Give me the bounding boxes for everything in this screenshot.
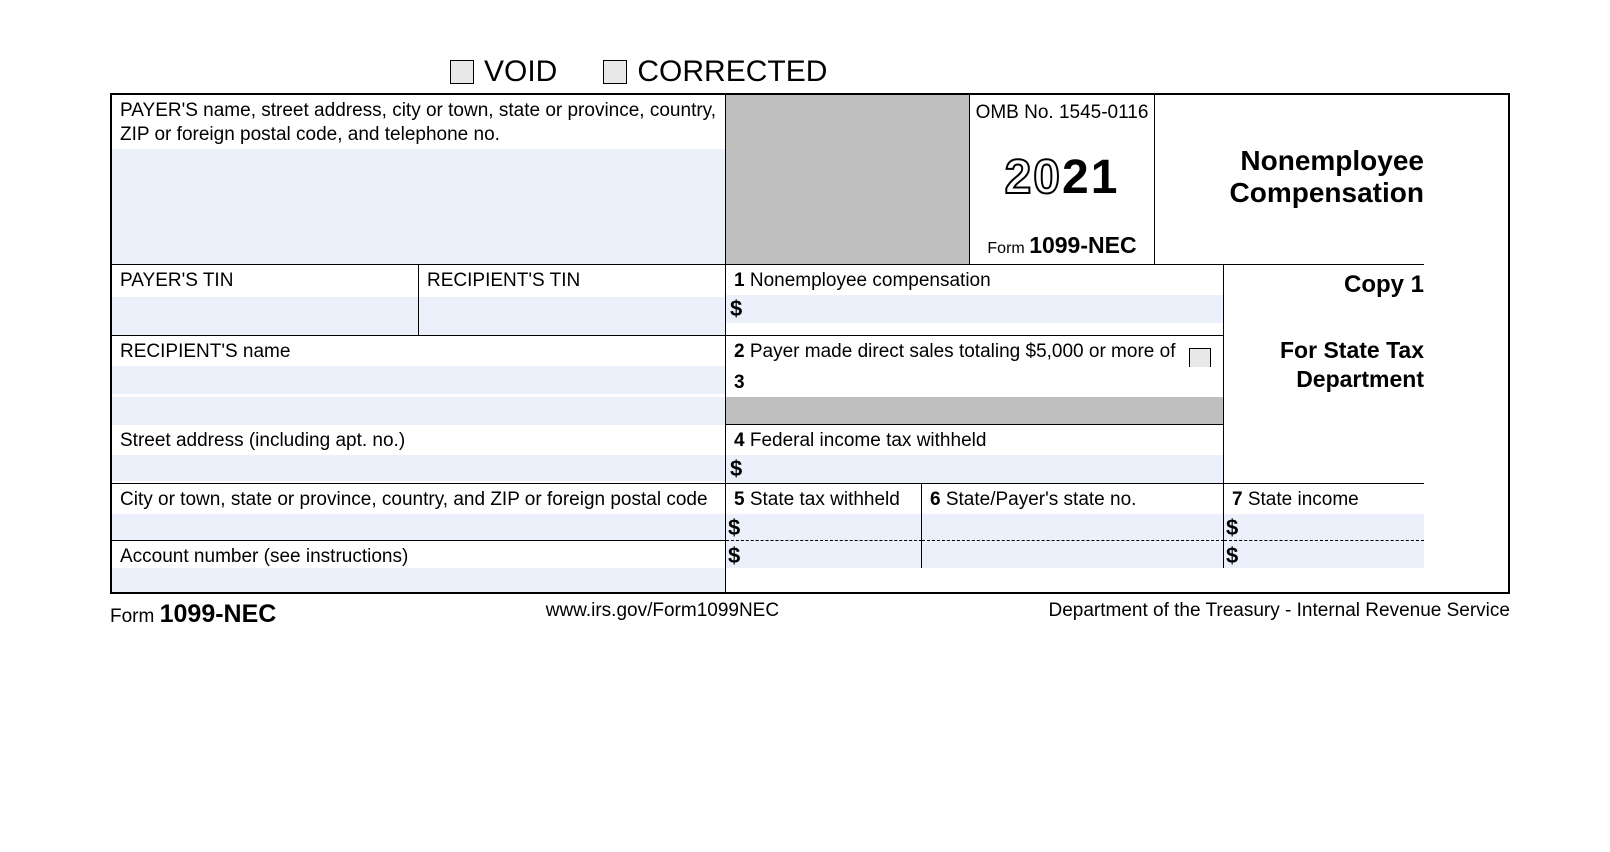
footer-form-name: Form 1099-NEC (110, 600, 276, 629)
box7-head: 7 State income (1224, 484, 1424, 514)
row-tin: PAYER'S TIN RECIPIENT'S TIN 1 Nonemploye… (112, 265, 1508, 336)
city-fill[interactable] (112, 514, 726, 541)
box7-num: 7 (1232, 489, 1243, 510)
box6-label: State/Payer's state no. (941, 489, 1137, 510)
year-outline: 20 (1005, 148, 1062, 208)
box7-dollar2[interactable]: $ (1224, 541, 1424, 568)
account-label-cell: Account number (see instructions) (112, 541, 726, 569)
footer-url: www.irs.gov/Form1099NEC (546, 600, 779, 622)
form-1099-nec-page: VOID CORRECTED PAYER'S name, street addr… (0, 0, 1610, 852)
box4-label: Federal income tax withheld (745, 430, 987, 451)
box6-head: 6 State/Payer's state no. (922, 484, 1224, 514)
copy-spacer-1 (1224, 395, 1424, 425)
box1-num: 1 (734, 270, 745, 291)
copy-title: Copy 1 (1232, 269, 1424, 300)
form-title-cell: Nonemployee Compensation (1155, 95, 1424, 265)
corrected-label: CORRECTED (637, 55, 827, 89)
box6-num: 6 (930, 489, 941, 510)
box5-num: 5 (734, 489, 745, 510)
corrected-checkbox[interactable] (603, 60, 627, 84)
box5-label: State tax withheld (745, 489, 900, 510)
box1-label: Nonemployee compensation (745, 270, 991, 291)
box5-dollar2[interactable]: $ (726, 541, 922, 568)
form-name: 1099-NEC (1029, 232, 1136, 258)
box7-dollar1[interactable]: $ (1224, 514, 1424, 541)
box5-dollar1[interactable]: $ (726, 514, 922, 541)
box3-num: 3 (734, 372, 745, 393)
box5-head: 5 State tax withheld (726, 484, 922, 514)
row-header: PAYER'S name, street address, city or to… (112, 95, 1508, 265)
row-city-box567-head: City or town, state or province, country… (112, 484, 1508, 514)
top-check-row: VOID CORRECTED (110, 55, 1510, 89)
row-account-head: Account number (see instructions) $ $ (112, 541, 1508, 569)
void-checkbox[interactable] (450, 60, 474, 84)
row-account-fill (112, 568, 1508, 592)
box2-num: 2 (734, 341, 745, 362)
recipient-tin-label: RECIPIENT'S TIN (427, 269, 717, 293)
recipient-tin-cell[interactable]: RECIPIENT'S TIN (419, 265, 726, 336)
copy1-cell: Copy 1 (1224, 265, 1424, 336)
copy-spacer-2 (1224, 425, 1424, 484)
row-box3: 3 (112, 395, 1508, 425)
street-label: Street address (including apt. no.) (112, 425, 725, 455)
tax-year: 2021 (1005, 148, 1120, 208)
payer-info-cell[interactable]: PAYER'S name, street address, city or to… (112, 95, 726, 265)
box6-val1[interactable] (922, 514, 1224, 541)
recipient-name-cell[interactable]: RECIPIENT'S name (112, 336, 726, 396)
void-label: VOID (484, 55, 557, 89)
box4-cell[interactable]: 4 Federal income tax withheld $ (726, 425, 1224, 484)
footer-dept: Department of the Treasury - Internal Re… (1048, 600, 1510, 622)
row-city-fill-dollars1: $ $ (112, 514, 1508, 541)
title-line1: Nonemployee (1163, 145, 1424, 177)
omb-year-cell: OMB No. 1545-0116 2021 Form 1099-NEC (970, 95, 1155, 265)
box6-val2[interactable] (922, 541, 1224, 568)
omb-number: OMB No. 1545-0116 (976, 101, 1149, 125)
payer-tin-label: PAYER'S TIN (120, 269, 410, 293)
form-outer: PAYER'S name, street address, city or to… (110, 93, 1510, 594)
row-street-box4: Street address (including apt. no.) 4 Fe… (112, 425, 1508, 484)
payer-tin-cell[interactable]: PAYER'S TIN (112, 265, 419, 336)
copy-sub2: Department (1232, 365, 1424, 394)
box4-dollar: $ (730, 455, 742, 483)
recipient-name-fill2[interactable] (112, 395, 726, 425)
box3-cell: 3 (726, 367, 1224, 425)
payer-info-label: PAYER'S name, street address, city or to… (120, 100, 716, 145)
copy-sub1: For State Tax (1232, 336, 1424, 365)
city-cell[interactable]: City or town, state or province, country… (112, 484, 726, 514)
header-gray-cell (726, 95, 970, 265)
copy1-sub-cell: For State Tax Department (1224, 336, 1424, 396)
recipient-name-label: RECIPIENT'S name (112, 336, 725, 366)
form-number-top: Form 1099-NEC (987, 231, 1136, 260)
account-fill[interactable] (112, 568, 726, 592)
box7-label: State income (1243, 489, 1359, 510)
box1-dollar: $ (726, 295, 1223, 323)
street-cell[interactable]: Street address (including apt. no.) (112, 425, 726, 484)
title-line2: Compensation (1163, 177, 1424, 209)
year-bold: 21 (1062, 148, 1119, 208)
box1-cell[interactable]: 1 Nonemployee compensation $ (726, 265, 1224, 336)
form-footer: Form 1099-NEC www.irs.gov/Form1099NEC De… (110, 594, 1510, 629)
form-prefix: Form (987, 240, 1029, 257)
account-label: Account number (see instructions) (120, 546, 408, 567)
box4-num: 4 (734, 430, 745, 451)
city-label: City or town, state or province, country… (112, 484, 725, 514)
